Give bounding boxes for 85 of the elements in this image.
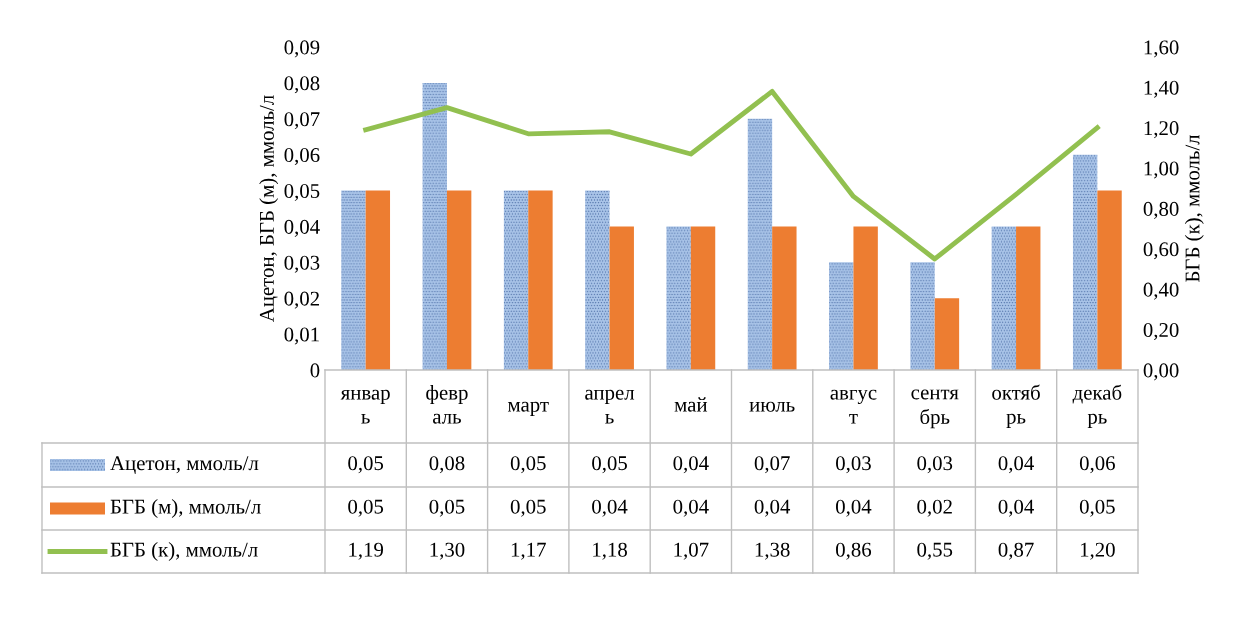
y2-tick-label: 0,00 (1143, 363, 1179, 381)
x-tick-label: май (674, 397, 708, 412)
x-tick-label: январ ь (340, 389, 390, 424)
y-tick-label: 0,08 (284, 76, 320, 94)
bar (446, 190, 472, 370)
data-label: 0,05 (348, 456, 384, 474)
legend-label: БГБ (м), ммоль/л (110, 499, 261, 518)
data-label: 0,03 (836, 456, 871, 474)
data-label: 0,04 (592, 499, 628, 517)
legend-label: Ацетон, ммоль/л (110, 456, 259, 475)
bar (747, 118, 773, 370)
data-label: 1,07 (674, 542, 709, 560)
bar (1097, 190, 1122, 370)
y-tick-label: 0,05 (284, 183, 320, 201)
bar (585, 190, 610, 370)
data-label: 1,18 (593, 542, 627, 560)
line-series (363, 88, 1100, 262)
data-label: 0,04 (673, 499, 709, 517)
bar (666, 226, 691, 370)
y2-tick-label: 0,40 (1143, 282, 1179, 300)
data-label: 0,05 (592, 456, 627, 474)
data-label: 0,05 (510, 499, 546, 517)
data-label: 0,05 (429, 499, 465, 517)
x-tick-label: июль (749, 401, 795, 412)
bar (853, 226, 878, 370)
data-label: 0,04 (998, 456, 1034, 474)
data-label: 1,30 (430, 542, 465, 560)
bar (991, 226, 1017, 370)
bar (1072, 154, 1098, 370)
data-label: 0,05 (1079, 499, 1115, 517)
data-label: 0,05 (510, 456, 546, 474)
bar (528, 190, 553, 370)
data-label: 0,06 (1079, 456, 1115, 474)
data-label: 0,03 (917, 456, 953, 474)
x-tick-label: март (507, 401, 549, 416)
y2-tick-label: 0,80 (1143, 201, 1179, 219)
y2-tick-label: 1,20 (1144, 121, 1179, 139)
y-axis-title: Ацетон, БГБ (м), ммоль/л (259, 95, 279, 323)
data-label: 0,04 (836, 499, 872, 517)
bar (503, 190, 529, 370)
y2-tick-label: 0,20 (1143, 323, 1179, 341)
bar (910, 262, 935, 370)
data-label: 1,19 (349, 542, 384, 560)
x-tick-label: сентя брь (911, 389, 959, 429)
legend-label: БГБ (к), ммоль/л (110, 542, 258, 561)
data-label: 0,04 (673, 456, 709, 474)
data-label: 1,17 (511, 542, 546, 560)
data-label: 0,86 (836, 542, 872, 560)
x-tick-label: февр аль (426, 385, 468, 424)
y2-axis-title: БГБ (к), ммоль/л (1184, 134, 1204, 282)
x-tick-label: октяб рь (992, 384, 1040, 428)
data-label: 0,08 (429, 456, 465, 474)
bar (934, 298, 960, 370)
y-tick-label: 0,02 (284, 291, 319, 309)
bar (690, 226, 716, 370)
bar (341, 190, 366, 370)
y-tick-label: 0,01 (284, 327, 319, 345)
y-tick-label: 0,09 (284, 40, 320, 58)
y-tick-label: 0,03 (284, 255, 320, 273)
x-tick-label: авгус т (830, 389, 877, 424)
data-label: 0,04 (754, 499, 791, 517)
y2-tick-label: 1,40 (1144, 80, 1179, 98)
x-tick-label: декаб рь (1072, 384, 1122, 428)
x-tick-label: апрел ь (585, 389, 635, 424)
data-label: 0,02 (917, 499, 952, 517)
bar (772, 226, 797, 370)
y-tick-label: 0,07 (284, 112, 320, 130)
y-tick-label: 0 (310, 363, 320, 378)
y2-tick-label: 0,60 (1143, 242, 1179, 260)
bar (422, 82, 447, 370)
y-tick-label: 0,04 (284, 219, 320, 237)
data-label: 0,55 (917, 542, 953, 560)
y2-tick-label: 1,00 (1144, 161, 1179, 179)
data-label: 0,07 (754, 456, 790, 474)
data-label: 0,04 (998, 499, 1034, 517)
data-label: 1,38 (755, 542, 790, 560)
data-label: 1,20 (1080, 542, 1115, 560)
data-label: 0,87 (998, 542, 1034, 560)
y2-tick-label: 1,60 (1144, 40, 1179, 58)
data-label: 0,05 (348, 499, 384, 517)
y-tick-label: 0,06 (284, 148, 320, 166)
bar (829, 262, 854, 370)
bar (1016, 226, 1041, 370)
bar (609, 226, 634, 370)
bar (365, 190, 391, 370)
